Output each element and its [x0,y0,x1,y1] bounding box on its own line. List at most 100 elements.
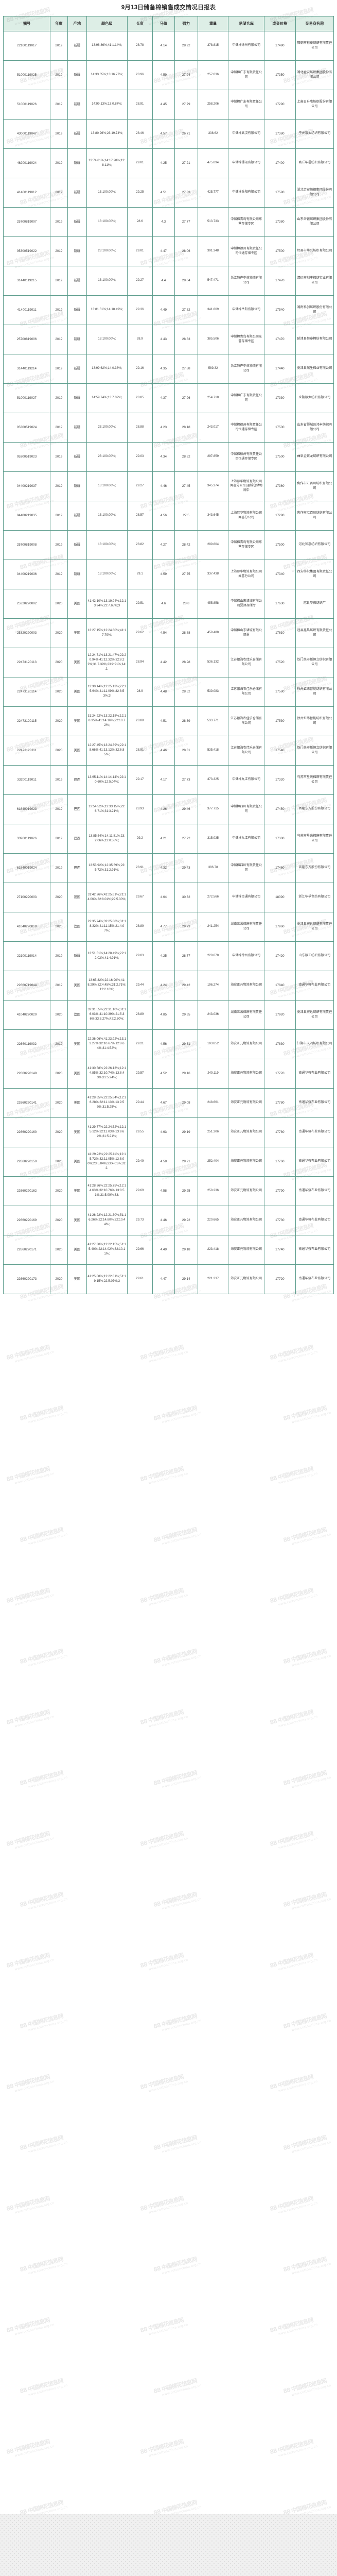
cell-weight: 251.206 [197,1117,229,1147]
watermark-brand: 88 中国棉花信息网 [269,1465,314,1483]
cell-year: 2019 [50,853,68,883]
cell-str: 30.32 [174,882,198,912]
watermark-url: www.cottonchina.org.cn [28,2505,68,2514]
cell-bale: 22100119014 [3,941,51,971]
watermark-url: www.cottonchina.org.cn [162,2140,202,2154]
watermark-url: www.cottonchina.org.cn [14,2079,55,2093]
cell-trader: 上高日升隆纺织股份有限公司 [295,89,334,120]
cell-trader: 南通华强布业有限公司 [295,1264,334,1294]
column-header-color: 颜色级 [86,15,128,31]
cell-color: 22:35.74%;32:25.88%;31:18.32%;41:11.15%;… [86,911,128,942]
cell-length: 29.27 [127,471,153,501]
watermark-url: www.cottonchina.org.cn [14,1836,55,1850]
cell-weight: 338.62 [197,118,229,149]
watermark-brand: 88 中国棉花信息网 [269,1344,314,1362]
table-row: 41400119012 2019 新疆 13:100.00%; 29.25 4.51 27.… [3,177,334,208]
cell-color: 13:81.51%;14:18.49%; [86,295,128,325]
watermark-url: www.cottonchina.org.cn [148,1350,189,1364]
cell-weight: 223.418 [197,1234,229,1265]
cell-year: 2020 [50,618,68,648]
cell-str: 27.94 [174,60,198,90]
cell-price: 17840 [264,970,296,1001]
cell-price: 17360 [264,471,296,501]
column-header-year: 年度 [50,15,68,31]
cell-trader: 舞钢市裕泰纺织有限责任公司 [295,30,334,61]
cell-trader: 南通华强布业有限公司 [295,1088,334,1118]
watermark-brand: 88 中国棉花信息网 [139,1465,185,1483]
cell-bale: 51000119026 [3,89,51,120]
cell-year: 2019 [50,118,68,149]
cell-str: 29.42 [174,970,198,1001]
cell-length: 29.66 [127,1234,153,1265]
watermark-url: www.cottonchina.org.cn [14,1593,55,1607]
cell-price: 17530 [264,706,296,736]
cell-length: 29.25 [127,177,153,208]
cell-str: 28.8 [174,588,198,619]
cell-bale: 25700819006 [3,324,51,354]
cell-str: 28.06 [174,236,198,266]
cell-weight: 297.859 [197,442,229,472]
cell-str: 27.82 [174,295,198,325]
cell-year: 2019 [50,295,68,325]
watermark-url: www.cottonchina.org.cn [278,1958,318,1972]
cell-price: 17330 [264,383,296,413]
cell-length: 28.96 [127,60,153,90]
cell-trader: 山东岱银纺织集团股份有限公司 [295,207,334,237]
cell-mic: 4.46 [152,1205,175,1235]
cell-year: 2019 [50,148,68,178]
cell-price: 17780 [264,1088,296,1118]
cell-origin: 美国 [67,1146,87,1177]
cell-price: 17730 [264,1205,296,1235]
cell-color: 31:24.22%;13:22.18%;12:18.35%;41:14.16%;… [86,706,128,736]
cell-bale: 04400219035 [3,500,51,531]
cell-trader: 焦作市汇百川纺织有限公司 [295,471,334,501]
table-row: 04400219036 2019 新疆 13:100.00%; 29.1 4.59 27.7… [3,559,334,589]
cell-price: 17450 [264,794,296,824]
cell-color: 41:26.22%;12:21.30%;51:16.26%;22:14.80%;… [86,1205,128,1235]
cell-str: 28.92 [174,30,198,61]
table-row: 22660220162 2020 美国 41:28.36%;22:25.75%;12:… [3,1176,334,1206]
cell-year: 2019 [50,442,68,472]
cell-origin: 美国 [67,1117,87,1147]
watermark-url: www.cottonchina.org.cn [162,2505,202,2514]
cell-price: 17790 [264,1176,296,1206]
watermark-brand: 88 中国棉花信息网 [269,1830,314,1848]
cell-str: 28.77 [174,941,198,971]
watermark-url: www.cottonchina.org.cn [162,1532,202,1546]
cell-color: 12:27.45%;13:24.39%;22:18.66%;41:13.12%;… [86,735,128,766]
cell-price: 17490 [264,30,296,61]
cell-color: 13:100.00%; [86,265,128,296]
cell-origin: 巴西 [67,823,87,854]
cell-length: 28.89 [127,911,153,942]
cell-str: 27.75 [174,559,198,589]
cell-mic: 4.43 [152,324,175,354]
cell-length: 29.44 [127,1088,153,1118]
watermark-brand: 88 中国棉花信息网 [282,1404,328,1422]
cell-color: 23:100.00%; [86,442,128,472]
cell-warehouse: 上海际华物流有限公司闻喜分公司 [228,500,265,531]
watermark-brand: 88 中国棉花信息网 [282,1769,328,1787]
cell-origin: 美国 [67,618,87,648]
cell-color: 13:100.00%; [86,500,128,531]
cell-bale: 41040220020 [3,999,51,1030]
cell-warehouse: 中储棉德州有限责任公司恒通存储专区 [228,442,265,472]
cell-mic: 4.64 [152,882,175,912]
cell-trader: 南通华强布业有限公司 [295,1058,334,1089]
cell-mic: 4.46 [152,735,175,766]
cell-trader: 铁门关市新恒立纺织有限公司 [295,647,334,677]
cell-price: 17470 [264,265,296,296]
watermark-url: www.cottonchina.org.cn [162,2019,202,2032]
cell-bale: 22473120111 [3,735,51,766]
table-row: 22660119032 2019 美国 22:36.06%;41:23.92%;13:… [3,1029,334,1059]
table-row: 22660220173 2020 美国 41:25.08%;12:22.81%;51:… [3,1264,334,1294]
table-row: 31440119214 2019 新疆 13:99.62%;14:0.38%; 29.1… [3,353,334,384]
column-header-bale: 捆号 [3,15,51,31]
table-row: 46200119024 2019 新疆 13:74.61%;14:17.28%;12:… [3,148,334,178]
